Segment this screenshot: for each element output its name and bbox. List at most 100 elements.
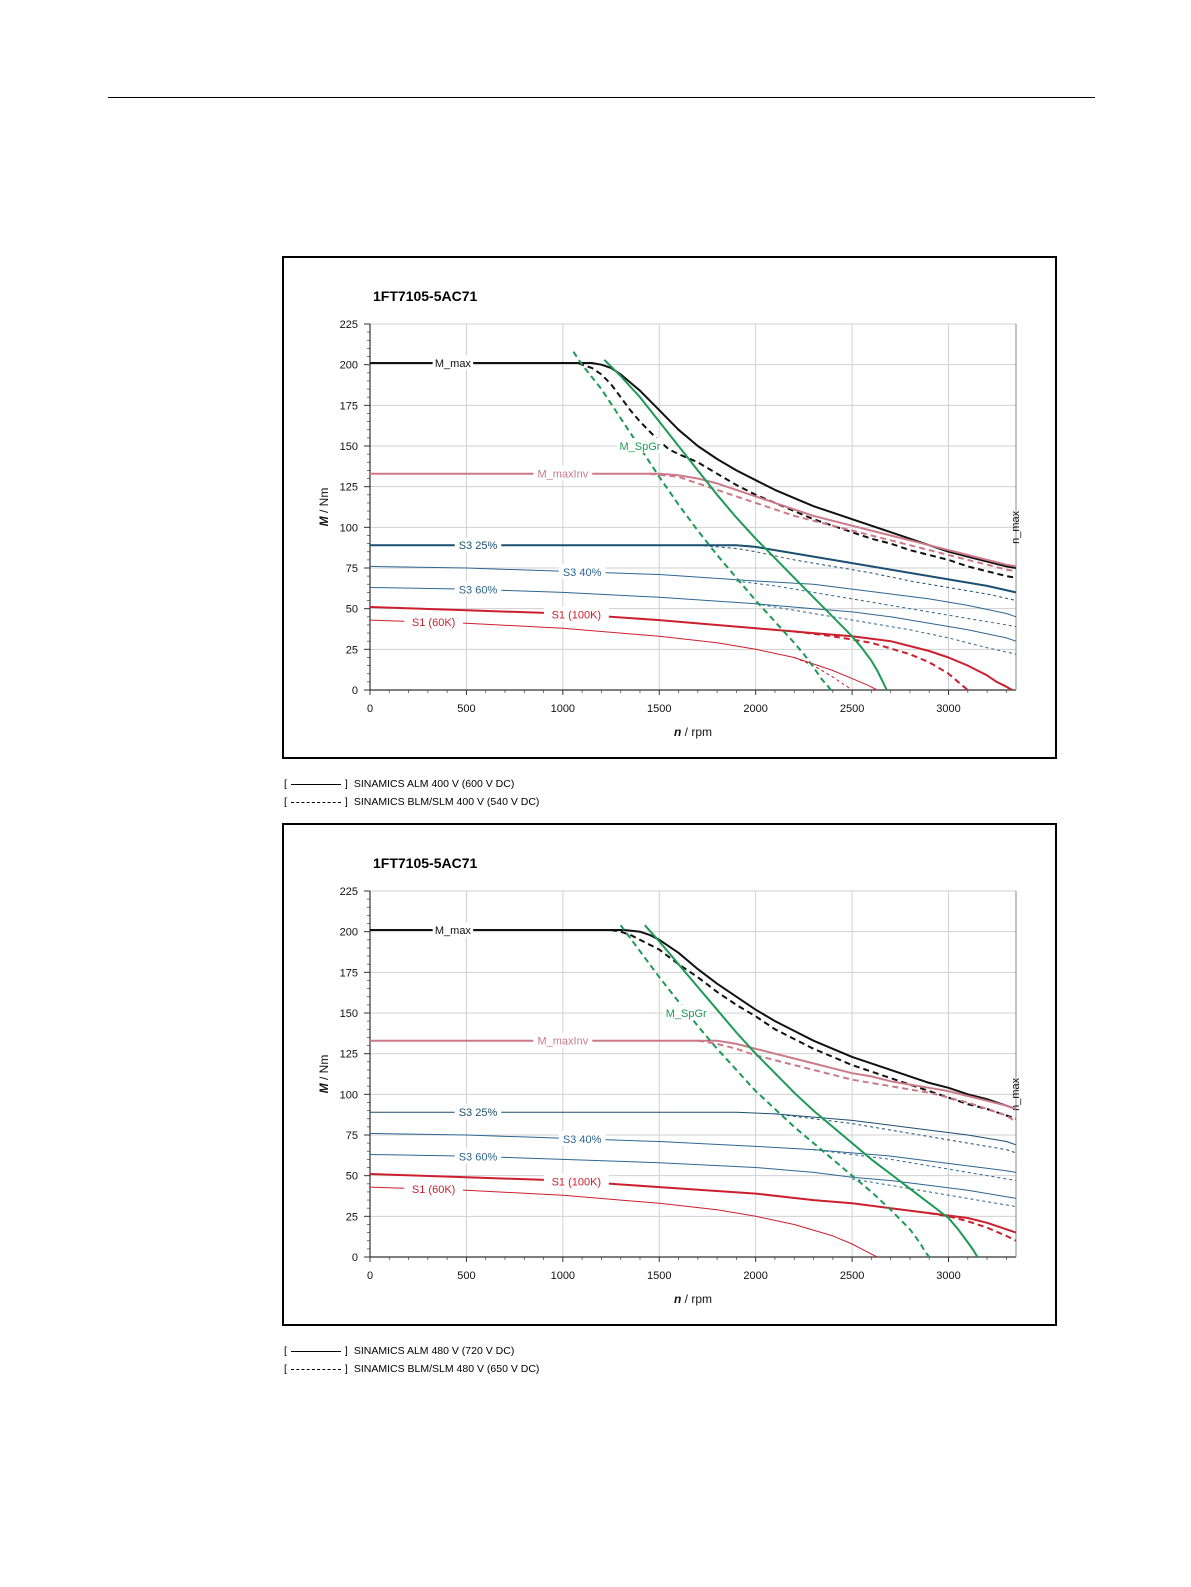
series-black-dashed-line (577, 362, 1017, 579)
series-label-s1-100k: S1 (100K) (543, 1173, 609, 1189)
y-tick-label: 75 (346, 1130, 358, 1142)
series-label-m-maxinv: M_maxInv (533, 1032, 593, 1048)
series-green-dashed-line (619, 924, 930, 1258)
legend-entry-solid: [] SINAMICS ALM 400 V (600 V DC) (284, 775, 539, 793)
legend-label: SINAMICS ALM 480 V (720 V DC) (353, 1345, 515, 1357)
chart-panel-480v: 1FT7105-5AC71 0 25 50 75 100 125 150 175 200 225 0… (282, 823, 1057, 1326)
series-pink-dashed-line (649, 472, 1017, 573)
series-label-text: S1 (60K) (412, 1184, 455, 1196)
y-tick-label: 125 (340, 1049, 358, 1061)
x-tick-label: 2500 (840, 1270, 864, 1282)
series-label-s3-40: S3 40% (558, 563, 606, 579)
series-label-background (404, 614, 464, 630)
y-tick-label: 25 (346, 1211, 358, 1223)
series-label-s3-25: S3 25% (454, 1104, 502, 1120)
y-tick-label: 150 (340, 441, 358, 453)
series-red-dashed-line (794, 630, 969, 691)
series-label-text: M_max (435, 358, 472, 370)
series-s1-60k-line (369, 1186, 878, 1258)
series-label-s3-40: S3 40% (558, 1130, 606, 1146)
series-label-text: S3 40% (563, 567, 602, 579)
x-axis-label: n / rpm (674, 1292, 712, 1306)
series-label-background (404, 1181, 464, 1197)
x-tick-label: 1000 (551, 703, 575, 715)
y-tick-label: 25 (346, 644, 358, 656)
x-tick-label: 500 (457, 703, 475, 715)
y-tick-label: 75 (346, 563, 358, 575)
series-m-maxinv-line (370, 1039, 1017, 1110)
series-label-text: S3 60% (459, 1152, 498, 1164)
series-label-s3-25: S3 25% (454, 537, 502, 553)
y-tick-label: 225 (340, 319, 358, 331)
series-label-text: S3 25% (459, 1107, 498, 1119)
legend-label: SINAMICS BLM/SLM 480 V (650 V DC) (353, 1363, 540, 1375)
series-blue-dashed-line (813, 1149, 1017, 1181)
chart-panel-400v: 1FT7105-5AC71 0 25 50 75 100 125 150 175 200 225 0… (282, 256, 1057, 759)
series-label-text: M_SpGr (619, 441, 660, 453)
series-label-s1-60k: S1 (60K) (404, 614, 464, 630)
series-s1-60k-line (369, 619, 878, 691)
series-label-background (543, 606, 609, 622)
series-label-background (558, 563, 606, 579)
series-s3-40-line (369, 565, 1017, 618)
series-label-text: S1 (100K) (552, 1176, 602, 1188)
series-blue-dashed-line (852, 1178, 1017, 1208)
x-tick-label: 3000 (936, 1270, 960, 1282)
series-navy-dashed-line (774, 1113, 1017, 1154)
series-label-text: S3 60% (459, 585, 498, 597)
series-m-spgr-line (603, 359, 888, 691)
n-max-label: n_max (1010, 1077, 1022, 1111)
y-tick-label: 0 (352, 1252, 358, 1264)
series-label-background (454, 1148, 502, 1164)
y-axis-label: M / Nm (317, 488, 331, 527)
series-red-dashed-line (929, 1212, 1017, 1242)
series-blue-dashed-line (755, 603, 1017, 655)
x-tick-label: 2000 (743, 703, 767, 715)
legend-label: SINAMICS ALM 400 V (600 V DC) (353, 778, 515, 790)
torque-speed-chart: 0 25 50 75 100 125 150 175 200 225 0 500 1000 1500 200… (317, 319, 1022, 739)
series-label-background (558, 1130, 606, 1146)
y-tick-label: 200 (340, 360, 358, 372)
y-tick-label: 225 (340, 886, 358, 898)
series-m-spgr-line (644, 924, 979, 1258)
page-top-rule (108, 97, 1095, 98)
legend-entry-solid: [] SINAMICS ALM 480 V (720 V DC) (284, 1342, 539, 1360)
series-m-max-line (370, 362, 1017, 569)
legend-entry-dashed: [] SINAMICS BLM/SLM 480 V (650 V DC) (284, 1360, 539, 1378)
series-label-background (533, 1032, 593, 1048)
x-tick-label: 500 (457, 1270, 475, 1282)
series-label-background (533, 465, 593, 481)
legend-entry-dashed: [] SINAMICS BLM/SLM 400 V (540 V DC) (284, 793, 539, 811)
series-label-text: M_maxInv (537, 469, 588, 481)
legend-400v: [] SINAMICS ALM 400 V (600 V DC) [] SINA… (284, 775, 539, 811)
y-tick-label: 0 (352, 685, 358, 697)
y-tick-label: 175 (340, 400, 358, 412)
y-axis-label: M / Nm (317, 1055, 331, 1094)
series-label-s1-60k: S1 (60K) (404, 1181, 464, 1197)
series-label-background (616, 438, 664, 453)
series-s3-25-line (370, 1111, 1017, 1146)
y-tick-label: 50 (346, 604, 358, 616)
chart-title: 1FT7105-5AC71 (373, 855, 478, 871)
series-label-background (543, 1173, 609, 1189)
x-tick-label: 1500 (647, 1270, 671, 1282)
legend-480v: [] SINAMICS ALM 480 V (720 V DC) [] SINA… (284, 1342, 539, 1378)
x-tick-label: 0 (367, 703, 373, 715)
y-tick-label: 150 (340, 1008, 358, 1020)
x-tick-label: 2000 (743, 1270, 767, 1282)
y-tick-label: 100 (340, 1089, 358, 1101)
series-label-s1-100k: S1 (100K) (543, 606, 609, 622)
series-label-background (454, 581, 502, 597)
series-label-text: M_maxInv (537, 1036, 588, 1048)
series-label-text: M_SpGr (666, 1008, 707, 1020)
series-blue-dashed-line (736, 580, 1017, 628)
series-label-m-max: M_max (432, 922, 474, 938)
series-s3-40-line (369, 1132, 1017, 1173)
series-label-background (454, 537, 502, 553)
series-green-dashed-line (572, 351, 832, 691)
series-s3-25-line (370, 544, 1017, 594)
torque-speed-chart: 0 25 50 75 100 125 150 175 200 225 0 500 1000 1500 200… (317, 886, 1022, 1306)
y-tick-label: 175 (340, 967, 358, 979)
x-tick-label: 1500 (647, 703, 671, 715)
x-tick-label: 2500 (840, 703, 864, 715)
